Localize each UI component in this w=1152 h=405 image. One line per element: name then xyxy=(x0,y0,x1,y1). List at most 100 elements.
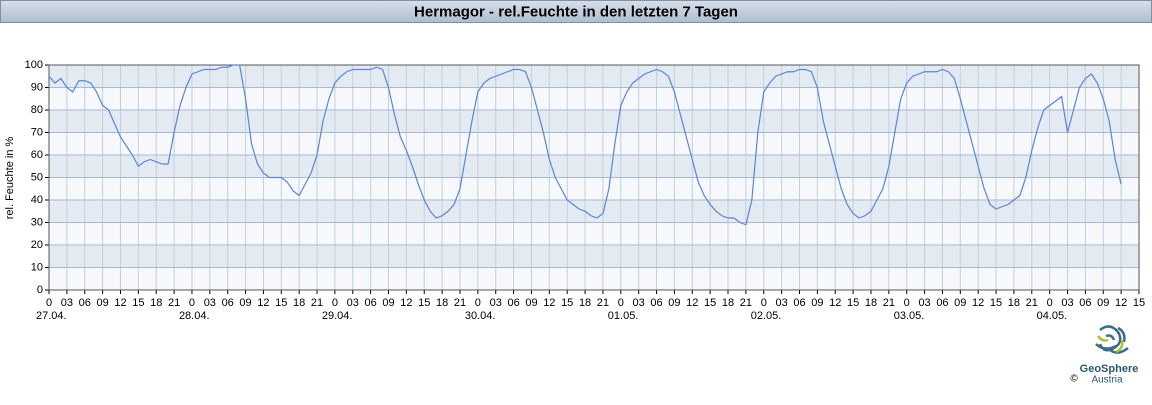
x-tick-label: 09 xyxy=(525,297,537,309)
x-tick-label: 09 xyxy=(382,297,394,309)
x-tick-label: 0 xyxy=(1047,297,1053,309)
x-tick-label: 03 xyxy=(633,297,645,309)
x-tick-label: 18 xyxy=(1008,297,1020,309)
y-tick-label: 40 xyxy=(31,194,43,206)
x-tick-label: 18 xyxy=(722,297,734,309)
band xyxy=(49,222,1139,245)
x-tick-label: 21 xyxy=(168,297,180,309)
x-tick-label: 18 xyxy=(436,297,448,309)
y-tick-label: 30 xyxy=(31,216,43,228)
y-tick-label: 60 xyxy=(31,149,43,161)
x-tick-label: 09 xyxy=(811,297,823,309)
logo-sub: Austria xyxy=(1091,375,1123,386)
x-tick-label: 03 xyxy=(1061,297,1073,309)
x-tick-label: 18 xyxy=(150,297,162,309)
logo-icon xyxy=(1095,325,1129,354)
y-tick-label: 10 xyxy=(31,261,43,273)
x-tick-label: 21 xyxy=(454,297,466,309)
x-tick-label: 0 xyxy=(332,297,338,309)
x-tick-label: 03 xyxy=(775,297,787,309)
copyright: © xyxy=(1070,374,1078,385)
x-tick-label: 06 xyxy=(79,297,91,309)
y-tick-label: 80 xyxy=(31,104,43,116)
x-date-label: 04.05. xyxy=(1037,310,1068,322)
y-tick-label: 90 xyxy=(31,81,43,93)
x-tick-label: 03 xyxy=(347,297,359,309)
x-tick-label: 15 xyxy=(132,297,144,309)
x-tick-label: 21 xyxy=(597,297,609,309)
x-tick-label: 09 xyxy=(954,297,966,309)
x-tick-label: 18 xyxy=(579,297,591,309)
x-date-label: 27.04. xyxy=(36,310,67,322)
x-date-label: 01.05. xyxy=(608,310,639,322)
x-tick-label: 12 xyxy=(686,297,698,309)
y-axis-label: rel. Feuchte in % xyxy=(4,137,16,220)
x-tick-label: 12 xyxy=(114,297,126,309)
x-tick-label: 15 xyxy=(418,297,430,309)
band xyxy=(49,267,1139,290)
x-tick-label: 18 xyxy=(865,297,877,309)
logo: GeoSphere Austria © xyxy=(1070,325,1139,386)
x-tick-label: 06 xyxy=(793,297,805,309)
x-tick-label: 0 xyxy=(189,297,195,309)
data-line xyxy=(48,64,1122,226)
plot-frame xyxy=(48,64,1140,291)
x-tick-label: 03 xyxy=(61,297,73,309)
band xyxy=(49,155,1139,178)
y-tick-label: 70 xyxy=(31,126,43,138)
band xyxy=(49,132,1139,155)
x-tick-label: 15 xyxy=(847,297,859,309)
chart-title: Hermagor - rel.Feuchte in den letzten 7 … xyxy=(414,3,738,20)
x-tick-label: 12 xyxy=(972,297,984,309)
x-tick-label: 06 xyxy=(507,297,519,309)
x-tick-label: 03 xyxy=(918,297,930,309)
band xyxy=(49,245,1139,268)
x-tick-label: 0 xyxy=(761,297,767,309)
x-tick-label: 21 xyxy=(883,297,895,309)
x-date-label: 03.05. xyxy=(894,310,925,322)
x-tick-label: 03 xyxy=(490,297,502,309)
x-tick-label: 09 xyxy=(96,297,108,309)
x-tick-label: 21 xyxy=(740,297,752,309)
x-date-label: 28.04. xyxy=(179,310,210,322)
x-tick-label: 09 xyxy=(239,297,251,309)
logo-name: GeoSphere xyxy=(1080,363,1139,375)
x-tick-label: 18 xyxy=(293,297,305,309)
y-tick-label: 100 xyxy=(25,59,43,71)
x-date-label: 29.04. xyxy=(322,310,353,322)
x-tick-label: 0 xyxy=(475,297,481,309)
x-tick-label: 06 xyxy=(650,297,662,309)
x-tick-label: 06 xyxy=(936,297,948,309)
y-tick-label: 50 xyxy=(31,171,43,183)
x-tick-label: 21 xyxy=(1026,297,1038,309)
logo-icon xyxy=(1096,335,1124,354)
x-tick-label: 12 xyxy=(257,297,269,309)
x-tick-label: 09 xyxy=(1097,297,1109,309)
x-date-label: 02.05. xyxy=(751,310,782,322)
band xyxy=(49,200,1139,223)
y-tick-label: 0 xyxy=(37,284,43,296)
plot-area: 0 03 06 09 12 15 18 21 0 03 06 09 12 15 18 21 0 03 06 09 12 1… xyxy=(25,59,1145,322)
x-tick-label: 06 xyxy=(222,297,234,309)
x-tick-label: 21 xyxy=(311,297,323,309)
x-tick-label: 06 xyxy=(365,297,377,309)
x-tick-label: 12 xyxy=(543,297,555,309)
x-tick-label: 0 xyxy=(46,297,52,309)
x-tick-label: 12 xyxy=(1115,297,1127,309)
y-tick-label: 20 xyxy=(31,239,43,251)
x-date-label: 30.04. xyxy=(465,310,496,322)
x-tick-label: 0 xyxy=(904,297,910,309)
band xyxy=(49,110,1139,133)
x-tick-label: 15 xyxy=(990,297,1002,309)
band xyxy=(49,87,1139,110)
x-tick-label: 15 xyxy=(275,297,287,309)
x-tick-label: 15 xyxy=(561,297,573,309)
x-tick-label: 15 xyxy=(704,297,716,309)
band xyxy=(49,65,1139,88)
x-tick-label: 12 xyxy=(400,297,412,309)
x-tick-label: 0 xyxy=(618,297,624,309)
x-tick-label: 09 xyxy=(668,297,680,309)
x-tick-label: 03 xyxy=(204,297,216,309)
x-tick-label: 15 xyxy=(1133,297,1145,309)
